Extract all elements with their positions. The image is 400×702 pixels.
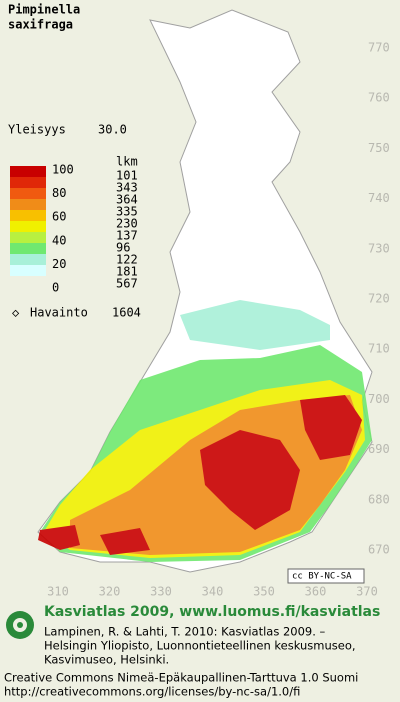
legend-count: 101 [116,169,138,183]
y-grid-label: 760 [368,91,390,105]
legend-swatch [10,232,46,243]
x-grid-label: 370 [356,585,378,599]
counts-header: lkm [116,155,138,169]
citation-line: Lampinen, R. & Lahti, T. 2010: Kasviatla… [44,625,326,639]
legend-count: 122 [116,253,138,267]
x-grid-label: 320 [99,585,121,599]
citation-line: Helsingin Yliopisto, Luonnontieteellinen… [44,639,356,653]
legend-swatch [10,199,46,210]
legend-swatch [10,177,46,188]
legend-count: 230 [116,217,138,231]
y-grid-label: 750 [368,141,390,155]
legend-swatch [10,210,46,221]
legend-count: 567 [116,277,138,291]
y-grid-label: 670 [368,543,390,557]
footer-heading: Kasviatlas 2009, www.luomus.fi/kasviatla… [44,604,380,620]
x-grid-label: 360 [305,585,327,599]
legend-swatch [10,265,46,276]
frequency-label: Yleisyys [8,123,66,137]
legend-count: 96 [116,241,130,255]
legend-level: 20 [52,257,66,271]
y-grid-label: 770 [368,41,390,55]
logo [6,611,34,639]
legend-swatch [10,243,46,254]
y-grid-label: 700 [368,392,390,406]
distribution-area [38,300,372,562]
y-grid-label: 720 [368,292,390,306]
title-genus: Pimpinella [8,3,80,17]
legend-swatch [10,254,46,265]
y-grid-label: 730 [368,241,390,255]
legend-level: 100 [52,163,74,177]
legend-level: 40 [52,233,66,247]
legend-level: 0 [52,281,59,295]
citation-line: Kasvimuseo, Helsinki. [44,653,169,667]
legend-count: 364 [116,193,138,207]
license-badge: cc BY-NC-SA [292,572,352,582]
legend-swatch [10,188,46,199]
legend-count: 335 [116,205,138,219]
legend-count: 137 [116,229,138,243]
title-species: saxifraga [8,18,73,32]
license-badge-box [287,568,365,584]
legend-swatch [10,166,46,177]
observations-value: 1604 [112,306,141,320]
x-grid-label: 350 [253,585,275,599]
y-grid-label: 710 [368,342,390,356]
legend-count: 181 [116,265,138,279]
x-grid-label: 340 [202,585,224,599]
legend-count: 343 [116,181,138,195]
y-grid-label: 740 [368,191,390,205]
legend-swatch [10,221,46,232]
legend-level: 60 [52,210,66,224]
x-grid-label: 330 [150,585,172,599]
legend-level: 80 [52,186,66,200]
y-grid-label: 680 [368,492,390,506]
observation-symbol: ◇ [12,306,20,320]
observations-label: Havainto [30,306,88,320]
x-grid-label: 310 [47,585,69,599]
frequency-value: 30.0 [98,123,127,137]
license-line: http://creativecommons.org/licenses/by-n… [4,685,300,699]
y-grid-label: 690 [368,442,390,456]
license-line: Creative Commons Nimeä-Epäkaupallinen-Ta… [4,671,358,685]
